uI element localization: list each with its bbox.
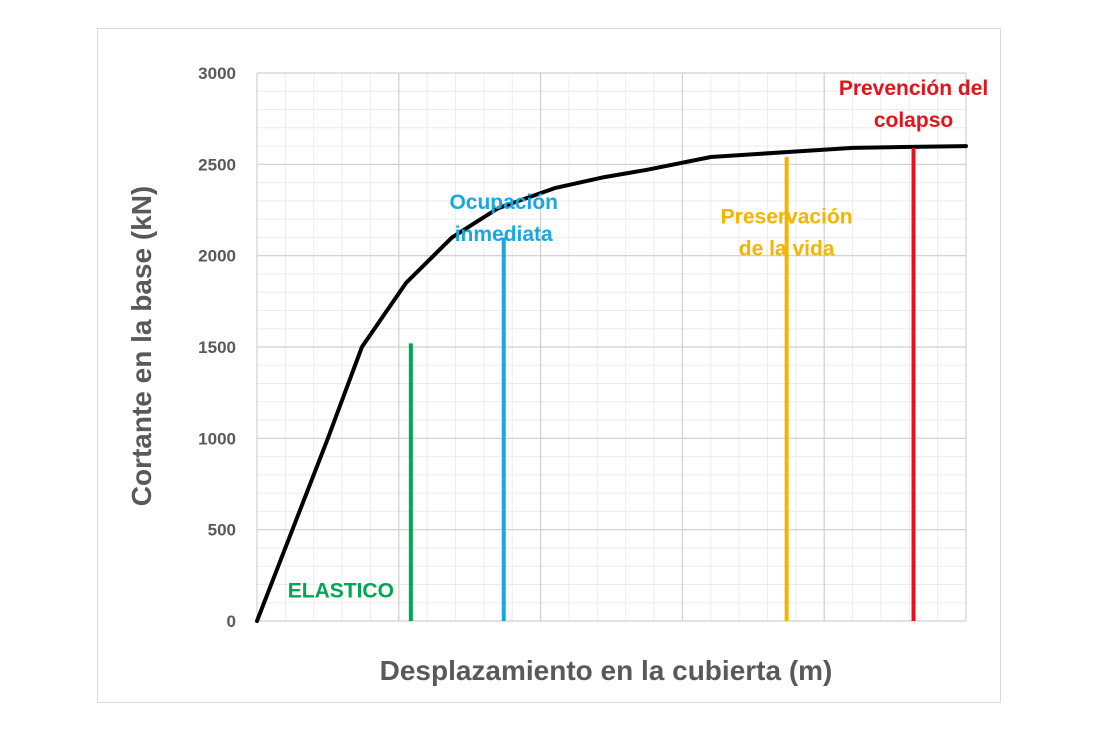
y-tick-label: 3000 — [198, 64, 236, 83]
performance-level-label: Prevención del — [839, 77, 988, 100]
y-tick-label: 2000 — [198, 247, 236, 266]
y-axis-title: Cortante en la base (kN) — [126, 186, 157, 507]
y-tick-label: 2500 — [198, 155, 236, 174]
x-axis-title: Desplazamiento en la cubierta (m) — [380, 655, 833, 686]
performance-level-label: inmediata — [455, 223, 553, 246]
performance-level-label: colapso — [874, 109, 953, 132]
performance-level-label: ELASTICO — [288, 579, 394, 602]
y-tick-label: 1000 — [198, 429, 236, 448]
performance-level-label: Ocupación — [449, 191, 558, 214]
performance-level-label: de la vida — [739, 238, 835, 261]
performance-level-label: Preservación — [721, 206, 853, 229]
y-tick-label: 500 — [208, 521, 236, 540]
y-tick-label: 0 — [227, 612, 236, 631]
y-tick-label: 1500 — [198, 338, 236, 357]
capacity-curve-line — [255, 144, 968, 623]
